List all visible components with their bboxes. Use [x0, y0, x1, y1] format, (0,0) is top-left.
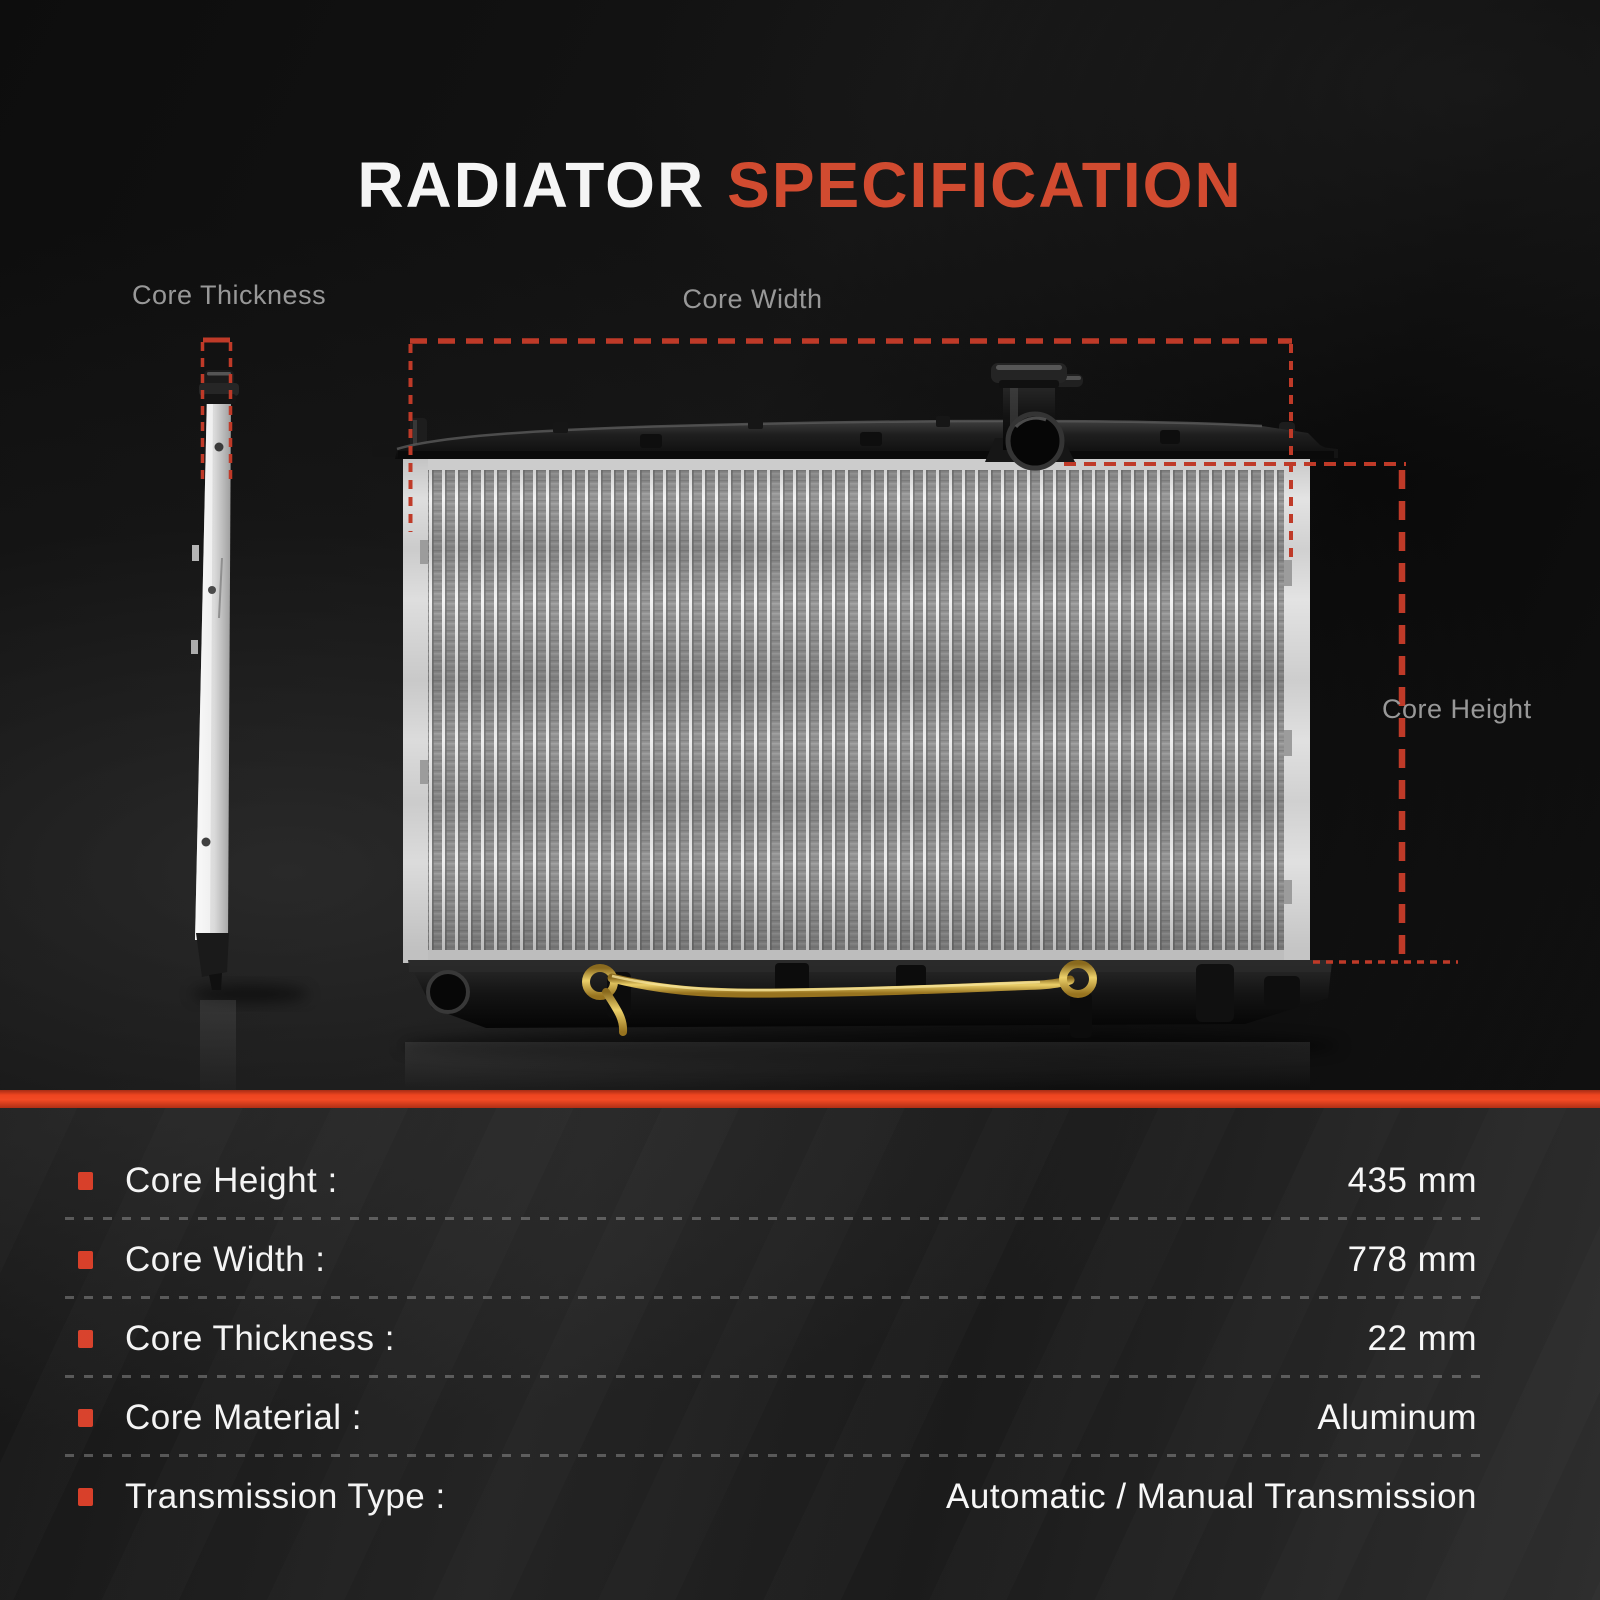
filler-neck — [985, 363, 1083, 471]
dimension-annotations — [200, 337, 1458, 964]
spec-value: 435 mm — [1347, 1161, 1477, 1200]
spec-value: 778 mm — [1347, 1240, 1477, 1279]
photo-section: RADIATOR SPECIFICATION — [0, 0, 1600, 1090]
core-height-lines — [1064, 462, 1458, 964]
spec-value: Automatic / Manual Transmission — [946, 1477, 1477, 1516]
spec-row-core-height: Core Height : 435 mm — [0, 1158, 1600, 1204]
spec-row-core-thickness: Core Thickness : 22 mm — [0, 1316, 1600, 1362]
spec-row-core-width: Core Width : 778 mm — [0, 1237, 1600, 1283]
row-separator — [65, 1296, 1480, 1299]
bullet-square-icon — [78, 1409, 93, 1427]
radiator-diagram — [191, 337, 1458, 1090]
bullet-square-icon — [78, 1172, 93, 1190]
spec-label: Core Thickness : — [125, 1319, 395, 1358]
divider-bar — [0, 1090, 1600, 1108]
shadows — [192, 985, 1340, 1090]
bottom-tank — [408, 960, 1332, 1038]
spec-row-core-material: Core Material : Aluminum — [0, 1395, 1600, 1441]
radiator-side-view — [191, 370, 239, 990]
row-separator — [65, 1217, 1480, 1220]
core-thickness-lines — [200, 337, 233, 482]
core-height-label: Core Height — [1382, 694, 1532, 724]
spec-row-transmission-type: Transmission Type : Automatic / Manual T… — [0, 1474, 1600, 1520]
page-title: RADIATOR SPECIFICATION — [0, 148, 1600, 222]
spec-label: Transmission Type : — [125, 1477, 446, 1516]
spec-label: Core Width : — [125, 1240, 326, 1279]
spec-value: Aluminum — [1317, 1398, 1477, 1437]
core-thickness-label: Core Thickness — [132, 280, 327, 310]
bullet-square-icon — [78, 1330, 93, 1348]
row-separator — [65, 1454, 1480, 1457]
radiator-front-view — [372, 363, 1338, 1038]
spec-label: Core Material : — [125, 1398, 363, 1437]
radiator-core — [403, 458, 1310, 963]
transmission-cooler-line — [582, 960, 1097, 1036]
row-separator — [65, 1375, 1480, 1378]
top-tank — [372, 416, 1338, 459]
core-width-label: Core Width — [682, 284, 823, 314]
spec-table: Core Height : 435 mm Core Width : 778 mm… — [0, 1108, 1600, 1600]
title-word-radiator: RADIATOR — [357, 149, 706, 221]
spec-value: 22 mm — [1367, 1319, 1477, 1358]
spec-label: Core Height : — [125, 1161, 338, 1200]
title-word-specification: SPECIFICATION — [727, 149, 1243, 221]
bullet-square-icon — [78, 1488, 93, 1506]
core-width-lines — [408, 338, 1293, 562]
bullet-square-icon — [78, 1251, 93, 1269]
